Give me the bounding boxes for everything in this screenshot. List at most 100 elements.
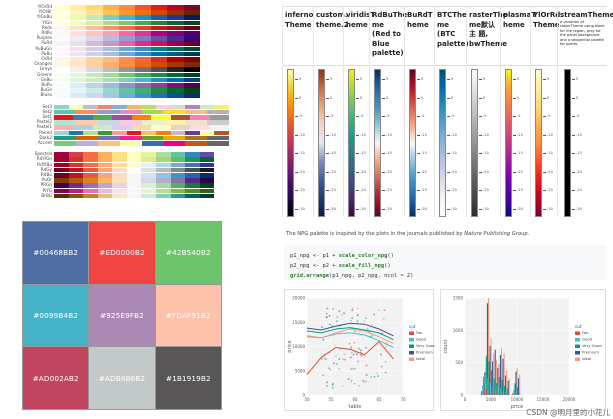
- tick-label: -15: [576, 151, 582, 155]
- code-text: (): [384, 263, 391, 269]
- colorbar-gradient: [564, 69, 571, 217]
- tick-label: -25: [517, 188, 523, 192]
- colorbar-column: rasterThe me默认主 题, bwTheme 5 0 -5 -10 -15 -20 -…: [466, 7, 507, 217]
- tick-mark: [572, 97, 575, 99]
- palette-cell: [83, 157, 98, 162]
- palette-cell: [170, 173, 186, 178]
- tick-label: 0: [483, 95, 486, 100]
- palette-cell: [70, 46, 87, 52]
- palette-cell: [97, 135, 120, 141]
- x-tick-label: 15000: [537, 397, 550, 402]
- divider: [435, 65, 466, 66]
- palette-cell: [207, 135, 229, 141]
- palette-cell: [54, 109, 76, 115]
- tick-label: -5: [421, 114, 425, 118]
- histogram-bar: [483, 376, 485, 395]
- scatter-plot-panel: 50 55 60 65 70 0 5000 10000 15000 20000 table price…: [284, 289, 435, 411]
- tick-mark: [479, 116, 482, 117]
- palette-cell: [126, 130, 142, 136]
- palette-cell: [70, 88, 87, 93]
- tick-label: 0: [360, 95, 363, 100]
- scatter-point: [353, 382, 356, 385]
- tick-mark: [513, 208, 516, 210]
- palette-cell: [185, 162, 200, 168]
- histogram-bar: [491, 370, 493, 395]
- tick-label: -20: [483, 169, 489, 174]
- palette-name: GnBu: [40, 76, 52, 82]
- histogram-bar: [495, 360, 497, 395]
- palette-cell: [118, 20, 136, 26]
- tick-mark: [326, 134, 329, 136]
- palette-cell: [151, 57, 168, 62]
- palette-cell: [97, 162, 113, 168]
- palette-cell: [151, 125, 171, 130]
- tick-label: -25: [576, 188, 582, 192]
- palette-row-brbg: BrBG: [0, 193, 272, 199]
- tick-mark: [417, 134, 420, 136]
- palette-cell: [102, 88, 119, 93]
- palette-cell: [126, 152, 142, 157]
- tick-mark: [513, 134, 516, 136]
- palette-name: Greens: [37, 71, 52, 77]
- palette-cell: [135, 31, 152, 36]
- colorbar-gradient: [439, 69, 446, 217]
- scatter-point: [354, 368, 356, 370]
- palette-cell: [97, 104, 113, 110]
- tick-mark: [295, 97, 298, 99]
- palette-cell: [199, 178, 215, 183]
- palette-cell: [199, 167, 215, 173]
- palette-cell: [86, 62, 103, 67]
- palette-cell: [163, 135, 186, 141]
- palette-name: RdBu: [40, 172, 52, 177]
- tick-label: -15: [421, 151, 427, 155]
- palette-cell: [83, 188, 98, 194]
- palette-cell: [86, 15, 103, 20]
- palette-cell: [141, 162, 157, 168]
- tick-mark: [513, 79, 516, 80]
- palette-name: YlOrRd: [37, 4, 52, 9]
- palette-cell: [70, 25, 87, 31]
- tick-mark: [479, 208, 482, 210]
- scatter-point: [377, 375, 379, 377]
- scatter-point: [336, 363, 338, 365]
- palette-name: Dark2: [39, 134, 52, 140]
- palette-row-rdbu: RdBu: [0, 172, 272, 178]
- palette-cell: [156, 157, 171, 162]
- scatter-point: [352, 367, 354, 370]
- palette-row-dark2: Dark2: [0, 134, 272, 141]
- palette-cell: [185, 157, 200, 162]
- scatter-point: [324, 357, 326, 360]
- palette-cell: [83, 193, 98, 199]
- palette-cell: [68, 130, 84, 136]
- tick-mark: [447, 97, 450, 99]
- code-number: 2: [406, 273, 411, 279]
- scatter-point: [321, 326, 323, 329]
- tick-label: -15: [330, 151, 336, 155]
- palette-name: BuGn: [40, 87, 52, 93]
- scatter-point: [351, 317, 353, 319]
- tick-label: -25: [547, 188, 553, 192]
- scatter-point: [325, 316, 328, 319]
- palette-cell: [135, 72, 152, 78]
- tick-label: -15: [547, 151, 553, 155]
- palette-cell: [54, 167, 69, 173]
- histogram-bar: [499, 391, 501, 395]
- tick-label: -20: [299, 169, 305, 174]
- colorbar-column: custom. theme.2 5 0 -5 -10 -15 -20 -25 -30: [313, 7, 349, 217]
- tick-label: -10: [483, 132, 489, 137]
- palette-cell: [119, 135, 142, 141]
- tick-mark: [326, 79, 329, 80]
- smooth-line: [306, 322, 394, 337]
- palette-cell: [199, 183, 215, 188]
- tick-mark: [382, 79, 385, 80]
- palette-row-puor: PuOr: [0, 177, 272, 183]
- tick-label: -25: [386, 188, 392, 192]
- palette-row-greys: Greys: [0, 66, 272, 72]
- palette-cell: [167, 88, 184, 93]
- palette-cell: [97, 152, 113, 157]
- palette-cell: [86, 77, 103, 83]
- scatter-point: [356, 320, 359, 323]
- tick-mark: [356, 134, 359, 136]
- tick-label: -5: [386, 114, 390, 118]
- palette-cell: [54, 115, 74, 120]
